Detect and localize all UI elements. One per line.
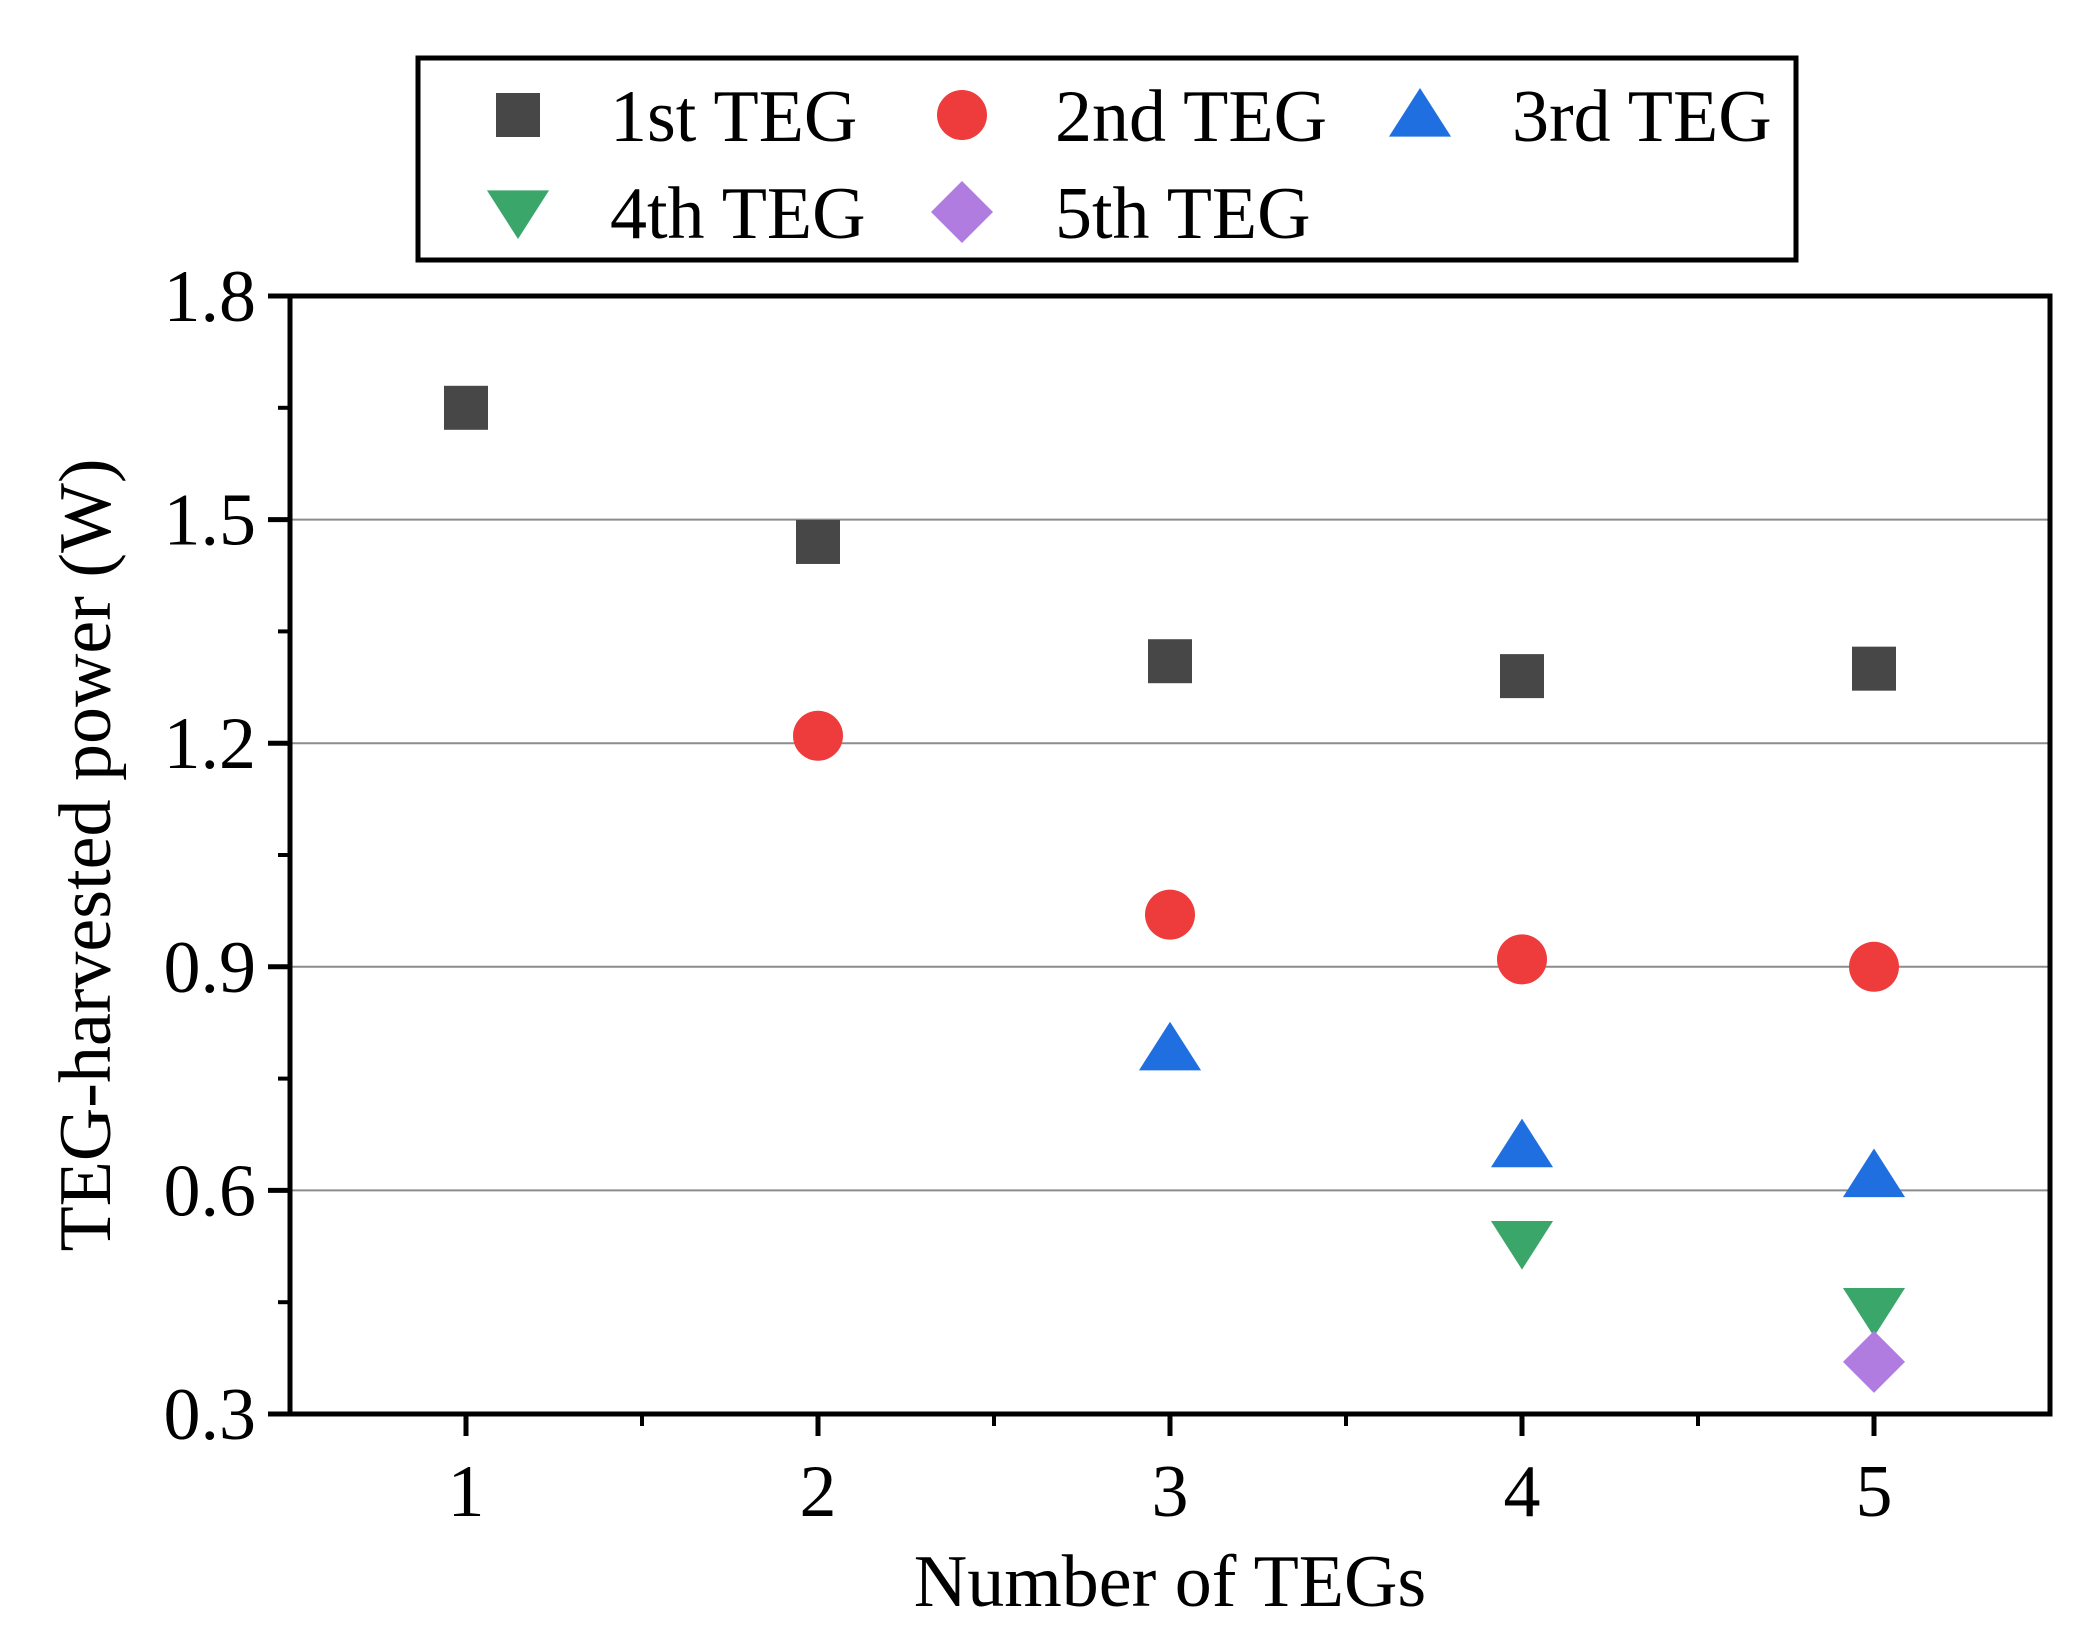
legend-label: 3rd TEG [1512, 76, 1772, 158]
data-point [1490, 1220, 1554, 1270]
legend-label: 1st TEG [610, 76, 857, 158]
series-3 [1138, 1021, 1906, 1198]
x-tick-label: 2 [800, 1451, 837, 1533]
legend-box [415, 55, 1799, 263]
x-tick-label: 5 [1856, 1451, 1893, 1533]
data-point [793, 710, 843, 761]
y-tick-label: 1.2 [164, 703, 257, 785]
data-point [1145, 889, 1195, 940]
legend-label: 5th TEG [1055, 173, 1311, 255]
legend-item: 5th TEG [931, 173, 1311, 255]
grid-lines [290, 518, 2050, 1192]
data-point [1849, 941, 1899, 992]
legend-marker [1388, 88, 1452, 137]
data-point [1852, 646, 1896, 691]
data-point [1842, 1288, 1906, 1337]
series-4 [1490, 1220, 1906, 1337]
series-1 [444, 385, 1896, 699]
legend-marker [486, 190, 550, 239]
legend-marker [937, 90, 987, 140]
y-tick-label: 1.5 [164, 480, 257, 562]
data-point [444, 385, 488, 430]
legend-item: 1st TEG [496, 76, 857, 158]
legend-item: 3rd TEG [1388, 76, 1772, 158]
data-point [1148, 639, 1192, 684]
axes [287, 293, 2053, 1417]
y-tick-label: 1.8 [164, 256, 257, 338]
y-tick-label: 0.6 [164, 1150, 257, 1232]
plot-frame [287, 293, 2053, 1417]
series-2 [793, 710, 1899, 992]
y-tick-label: 0.9 [164, 927, 257, 1009]
legend-item: 2nd TEG [937, 76, 1327, 158]
y-axis-title: TEG-harvested power (W) [45, 458, 127, 1251]
y-tick-label: 0.3 [164, 1374, 257, 1456]
legend-marker [931, 181, 993, 243]
data-points [444, 385, 1906, 1393]
data-point [1842, 1148, 1906, 1198]
legend: 1st TEG 2nd TEG 3rd TEG 4th TEG 5th TEG [415, 55, 1799, 263]
data-point [1500, 654, 1544, 699]
data-point [1138, 1021, 1202, 1071]
data-point [796, 519, 840, 564]
legend-label: 2nd TEG [1055, 76, 1327, 158]
legend-label: 4th TEG [610, 173, 866, 255]
x-axis-title: Number of TEGs [914, 1541, 1426, 1623]
series-5 [1843, 1330, 1905, 1393]
legend-item: 4th TEG [486, 173, 866, 255]
x-tick-label: 3 [1152, 1451, 1189, 1533]
data-point [1843, 1330, 1905, 1393]
x-tick-label: 1 [448, 1451, 485, 1533]
x-tick-label: 4 [1504, 1451, 1541, 1533]
data-point [1497, 934, 1547, 985]
data-point [1490, 1118, 1554, 1168]
legend-marker [496, 93, 540, 137]
ticks: 0.3 0.6 0.9 1.2 1.5 1.8 1 2 3 4 5 [164, 256, 1893, 1533]
